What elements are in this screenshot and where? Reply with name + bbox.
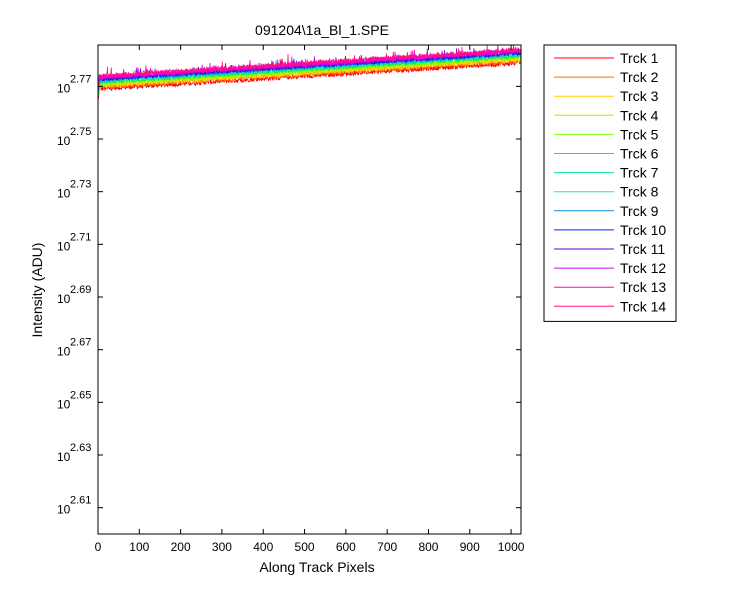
y-tick-base: 10 <box>57 239 71 253</box>
y-tick-exponent: 2.75 <box>70 126 91 138</box>
y-tick-exponent: 2.77 <box>70 73 91 85</box>
y-tick-base: 10 <box>57 397 71 411</box>
y-tick-label: 102.75 <box>57 126 91 148</box>
x-tick-label: 700 <box>377 540 397 554</box>
legend-label: Trck 9 <box>620 203 659 219</box>
x-axis-label: Along Track Pixels <box>259 559 374 575</box>
legend-box <box>543 44 677 322</box>
plot-frame <box>97 44 522 535</box>
y-tick-label: 102.63 <box>57 442 91 464</box>
legend-label: Trck 10 <box>620 222 666 238</box>
legend-label: Trck 11 <box>620 241 665 257</box>
x-tick-label: 400 <box>253 540 273 554</box>
y-tick-exponent: 2.69 <box>70 284 91 296</box>
x-tick-label: 600 <box>336 540 356 554</box>
x-tick-label: 1000 <box>498 540 525 554</box>
y-tick-label: 102.77 <box>57 73 91 95</box>
legend-label: Trck 12 <box>620 260 666 276</box>
legend-label: Trck 2 <box>620 69 659 85</box>
legend-label: Trck 4 <box>620 107 659 123</box>
x-tick-label: 200 <box>171 540 191 554</box>
y-tick-label: 102.61 <box>57 495 91 517</box>
y-tick-exponent: 2.63 <box>70 442 91 454</box>
series-layer <box>98 45 521 99</box>
y-axis-label: Intensity (ADU) <box>29 243 45 338</box>
legend: Trck 1 Trck 2 Trck 3 Trck 4 Trck 5 Trck 6 Trck… <box>543 44 677 322</box>
y-tick-base: 10 <box>57 503 71 517</box>
y-tick-label: 102.69 <box>57 284 91 306</box>
y-tick-exponent: 2.65 <box>70 389 91 401</box>
y-tick-label: 102.73 <box>57 179 91 201</box>
chart-title: 091204\1a_Bl_1.SPE <box>255 22 389 38</box>
series-line-14 <box>98 46 521 88</box>
y-tick-label: 102.67 <box>57 337 91 359</box>
y-tick-label: 102.71 <box>57 231 91 253</box>
y-tick-base: 10 <box>57 450 71 464</box>
axes-layer: 0 100 200 300 400 500 600 700 800 900 1000102.6110… <box>57 44 525 554</box>
y-tick-base: 10 <box>57 187 71 201</box>
y-tick-base: 10 <box>57 134 71 148</box>
legend-label: Trck 7 <box>620 165 659 181</box>
y-tick-base: 10 <box>57 81 71 95</box>
x-tick-label: 800 <box>418 540 438 554</box>
legend-label: Trck 13 <box>620 279 666 295</box>
x-tick-label: 0 <box>95 540 102 554</box>
x-tick-label: 300 <box>212 540 232 554</box>
y-tick-exponent: 2.61 <box>70 495 91 507</box>
legend-label: Trck 14 <box>620 298 666 314</box>
legend-label: Trck 5 <box>620 126 659 142</box>
y-tick-exponent: 2.73 <box>70 179 91 191</box>
legend-label: Trck 3 <box>620 88 659 104</box>
legend-label: Trck 1 <box>620 50 659 66</box>
x-tick-label: 100 <box>129 540 149 554</box>
y-tick-exponent: 2.71 <box>70 231 91 243</box>
y-tick-base: 10 <box>57 292 71 306</box>
y-tick-base: 10 <box>57 345 71 359</box>
x-tick-label: 500 <box>295 540 315 554</box>
legend-label: Trck 6 <box>620 146 659 162</box>
y-tick-exponent: 2.67 <box>70 337 91 349</box>
legend-label: Trck 8 <box>620 184 659 200</box>
y-tick-label: 102.65 <box>57 389 91 411</box>
x-tick-label: 900 <box>460 540 480 554</box>
